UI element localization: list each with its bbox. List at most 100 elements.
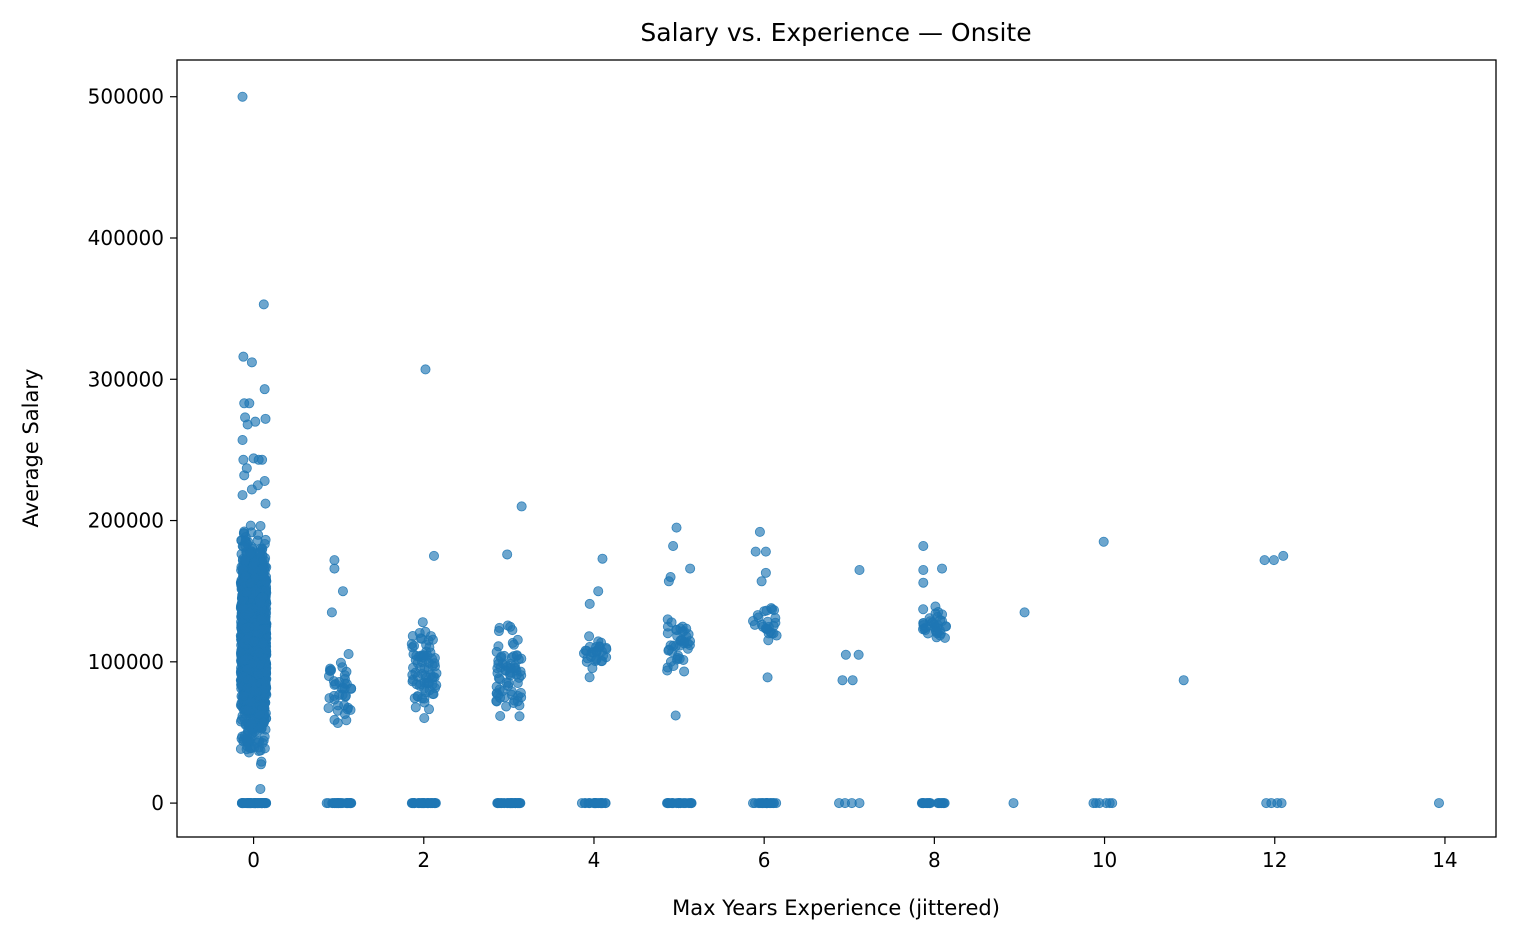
data-point [756,619,767,630]
data-point [245,548,256,559]
data-point [762,672,773,683]
data-point [918,564,929,575]
data-point [244,607,255,618]
data-point [491,695,502,706]
data-point [837,675,848,686]
x-tick-label: 14 [1432,848,1457,872]
data-point [237,490,248,501]
data-point [671,522,682,533]
data-point [323,703,334,714]
data-point [495,711,506,722]
data-point [590,798,601,809]
data-point [255,520,266,531]
data-point [514,672,525,683]
data-point [497,658,508,669]
data-point [682,643,693,654]
data-point [576,798,587,809]
data-point [235,743,246,754]
data-point [1276,798,1287,809]
data-point [516,501,527,512]
data-point [760,546,771,557]
data-point [1259,555,1270,566]
data-point [238,351,249,362]
x-tick-label: 6 [758,848,771,872]
data-point [238,454,249,465]
data-point [917,798,928,809]
data-point [247,658,258,669]
x-tick-label: 12 [1262,848,1287,872]
data-point [420,364,431,375]
data-point [253,647,264,658]
y-axis-label: Average Salary [19,369,43,528]
data-point [493,641,504,652]
data-point [246,484,257,495]
data-point [258,299,269,310]
data-point [341,715,352,726]
data-point [664,644,675,655]
data-point [505,621,516,632]
data-point [255,597,266,608]
data-point [678,798,689,809]
y-tick-label: 400000 [88,226,164,250]
chart-title: Salary vs. Experience — Onsite [640,18,1031,47]
data-point [597,553,608,564]
data-point [415,798,426,809]
data-point [763,628,774,639]
data-point [257,638,268,649]
data-point [918,540,929,551]
data-point [1268,555,1279,566]
data-point [343,649,354,660]
data-point [253,529,264,540]
data-point [328,676,339,687]
data-point [248,564,259,575]
x-tick-label: 8 [928,848,941,872]
data-point [430,683,441,694]
data-points [235,91,1444,809]
data-point [256,614,267,625]
data-point [584,641,595,652]
data-point [662,614,673,625]
data-point [260,534,271,545]
data-point [584,672,595,683]
data-point [332,705,343,716]
data-point [668,540,679,551]
data-point [244,398,255,409]
data-point [1433,798,1444,809]
data-point [237,91,248,102]
data-point [329,555,340,566]
data-point [675,635,686,646]
data-point [854,564,865,575]
data-point [854,798,865,809]
data-point [593,586,604,597]
data-point [683,629,694,640]
data-point [502,549,513,560]
data-point [419,713,430,724]
y-tick-label: 500000 [88,85,164,109]
data-point [420,626,431,637]
data-point [240,623,251,634]
data-point [424,704,435,715]
data-point [237,435,248,446]
data-point [600,798,611,809]
data-point [335,657,346,668]
data-point [259,563,270,574]
data-point [840,649,851,660]
data-point [591,647,602,658]
y-tick-label: 200000 [88,509,164,533]
data-point [345,704,356,715]
data-point [423,635,434,646]
data-point [685,563,696,574]
data-point [1098,536,1109,547]
data-point [245,520,256,531]
data-point [508,639,519,650]
data-point [756,576,767,587]
x-tick-label: 0 [247,848,260,872]
data-point [260,798,271,809]
data-point [245,697,256,708]
data-point [492,668,503,679]
data-point [256,756,267,767]
data-point [511,650,522,661]
x-tick-label: 10 [1092,848,1117,872]
